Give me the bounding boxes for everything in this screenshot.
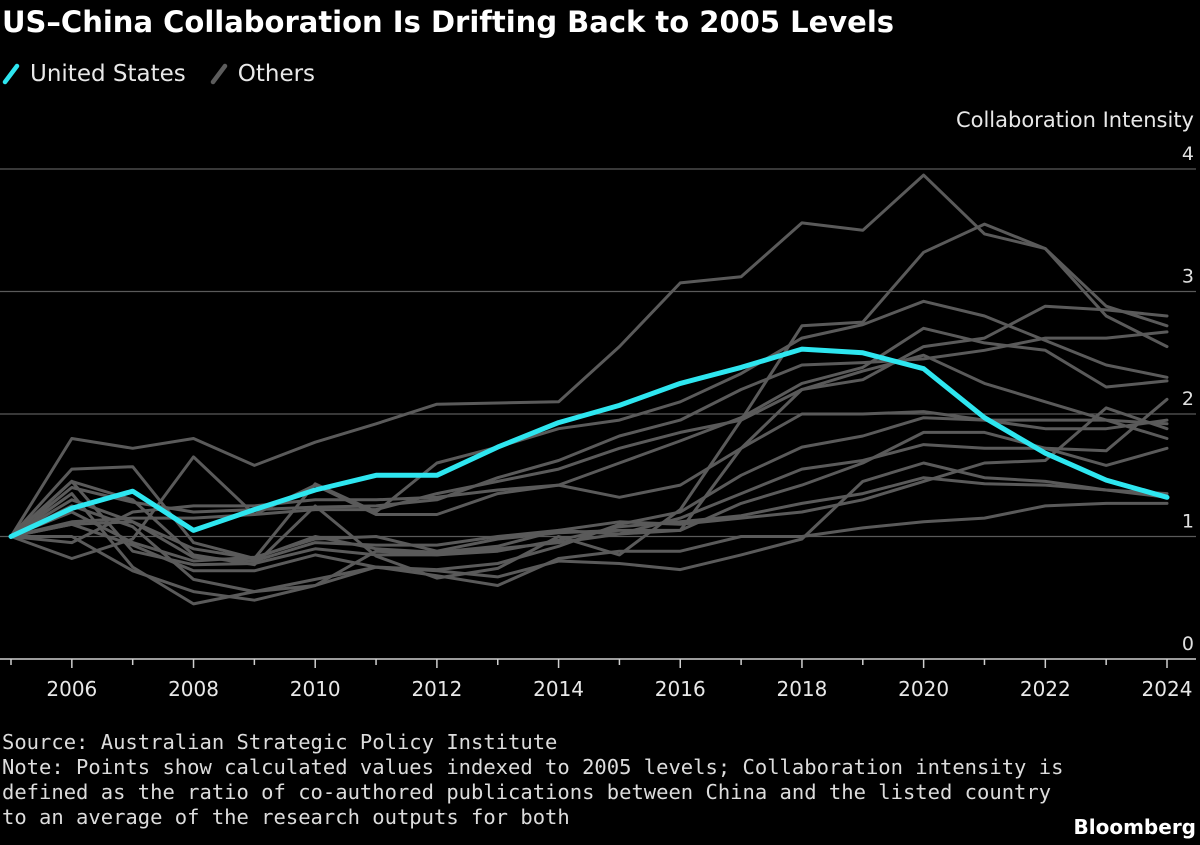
others-series-line-12 [9, 353, 1169, 560]
y-tick-label: 0 [1182, 633, 1194, 655]
others-series-line-8 [9, 430, 1169, 563]
others-series-line-2 [9, 330, 1169, 538]
y-tick-label: 3 [1182, 266, 1194, 288]
others-series-line-5 [9, 406, 1169, 560]
y-axis-label: Collaboration Intensity [956, 108, 1194, 132]
x-tick-label: 2012 [411, 677, 462, 701]
legend-label-united-states: United States [30, 61, 186, 87]
x-tick-label: 2008 [168, 677, 219, 701]
x-tick-label: 2016 [655, 677, 706, 701]
x-tick-label: 2024 [1142, 677, 1193, 701]
methodology-note: Note: Points show calculated values inde… [2, 755, 1064, 829]
united-states-series-line [8, 346, 1170, 539]
x-tick-label: 2014 [533, 677, 584, 701]
x-tick-label: 2010 [290, 677, 341, 701]
others-series-line-14 [9, 416, 1169, 606]
others-series-group [9, 173, 1169, 606]
legend-item-others: Others [210, 61, 315, 87]
x-tick-label: 2020 [898, 677, 949, 701]
others-series-line-4 [9, 299, 1169, 560]
others-slash-line-icon [210, 63, 227, 85]
y-tick-labels: 0 1 2 3 4 [1182, 143, 1194, 655]
others-series-line-10 [9, 461, 1169, 579]
legend-label-others: Others [237, 61, 316, 87]
united-states-slash-line-icon [2, 63, 20, 85]
y-tick-label: 2 [1182, 388, 1194, 410]
gridlines [0, 168, 1196, 538]
legend-item-united-states: United States [2, 61, 186, 87]
bloomberg-logo: Bloomberg [1073, 815, 1196, 839]
x-tick-label: 2006 [46, 677, 97, 701]
y-tick-label: 4 [1182, 143, 1194, 165]
legend: United States Others [2, 58, 315, 90]
source-note: Source: Australian Strategic Policy Inst… [2, 730, 558, 754]
others-series-line-7 [9, 326, 1169, 545]
y-tick-label: 1 [1182, 511, 1194, 533]
others-series-line-15 [9, 397, 1169, 602]
others-series-line-11 [9, 501, 1169, 594]
united-states-series-group [8, 346, 1170, 539]
x-tick-label: 2022 [1020, 677, 1071, 701]
footer: Source: Australian Strategic Policy Inst… [2, 730, 1072, 830]
others-series-line-1 [9, 173, 1169, 538]
x-axis: 2006 2008 2010 2012 2014 2016 2018 2020 2022 2024 [0, 658, 1196, 701]
x-tick-label: 2018 [776, 677, 827, 701]
chart-title: US–China Collaboration Is Drifting Back … [2, 5, 895, 39]
